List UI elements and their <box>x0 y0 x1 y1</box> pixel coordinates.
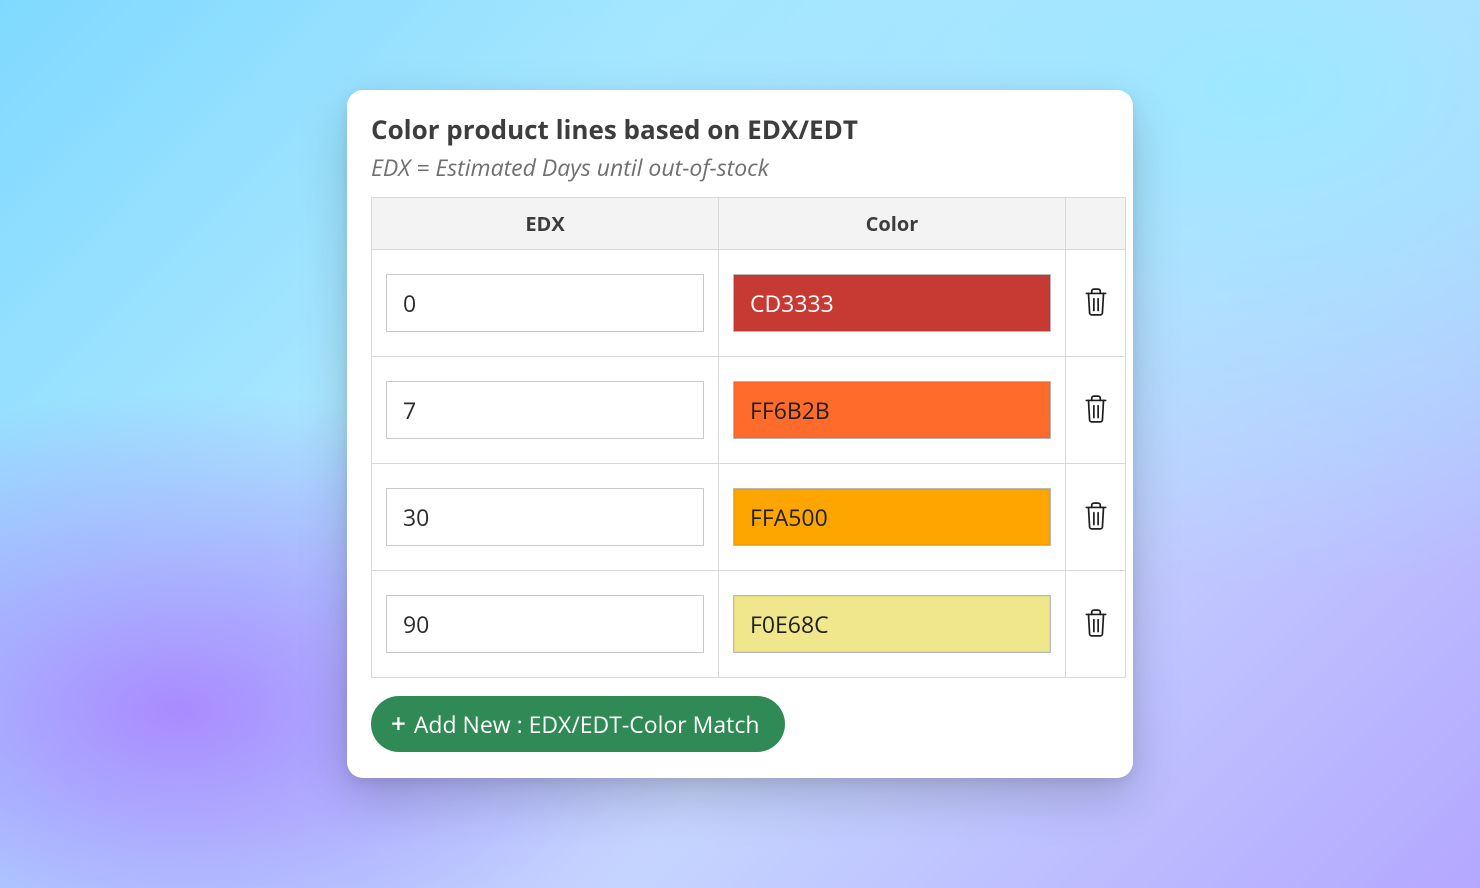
table-row <box>372 571 1126 678</box>
edx-input[interactable] <box>386 595 704 653</box>
cell-edx <box>372 357 719 464</box>
cell-edx <box>372 464 719 571</box>
table-row <box>372 464 1126 571</box>
edx-input[interactable] <box>386 381 704 439</box>
delete-row-button[interactable] <box>1080 262 1111 344</box>
edx-input[interactable] <box>386 274 704 332</box>
cell-actions <box>1066 571 1126 678</box>
table-body <box>372 250 1126 678</box>
trash-icon <box>1083 608 1109 641</box>
cell-color <box>719 357 1066 464</box>
cell-actions <box>1066 250 1126 357</box>
header-actions <box>1066 198 1126 250</box>
plus-icon: + <box>391 710 406 736</box>
card-subtitle: EDX = Estimated Days until out-of-stock <box>371 151 1109 183</box>
delete-row-button[interactable] <box>1080 583 1111 665</box>
header-edx: EDX <box>372 198 719 250</box>
delete-row-button[interactable] <box>1080 476 1111 558</box>
color-input[interactable] <box>733 274 1051 332</box>
delete-row-button[interactable] <box>1080 369 1111 451</box>
table-header-row: EDX Color <box>372 198 1126 250</box>
trash-icon <box>1083 501 1109 534</box>
color-input[interactable] <box>733 488 1051 546</box>
table-row <box>372 357 1126 464</box>
color-input[interactable] <box>733 595 1051 653</box>
header-color: Color <box>719 198 1066 250</box>
card-title: Color product lines based on EDX/EDT <box>371 114 1109 145</box>
add-new-button[interactable]: + Add New : EDX/EDT-Color Match <box>371 696 785 752</box>
trash-icon <box>1083 287 1109 320</box>
cell-color <box>719 250 1066 357</box>
table-row <box>372 250 1126 357</box>
cell-edx <box>372 571 719 678</box>
edx-input[interactable] <box>386 488 704 546</box>
cell-edx <box>372 250 719 357</box>
cell-color <box>719 571 1066 678</box>
cell-actions <box>1066 357 1126 464</box>
trash-icon <box>1083 394 1109 427</box>
cell-color <box>719 464 1066 571</box>
color-input[interactable] <box>733 381 1051 439</box>
edx-color-card: Color product lines based on EDX/EDT EDX… <box>347 90 1133 778</box>
edx-color-table: EDX Color <box>371 197 1126 678</box>
cell-actions <box>1066 464 1126 571</box>
add-new-label: Add New : EDX/EDT-Color Match <box>414 708 760 740</box>
